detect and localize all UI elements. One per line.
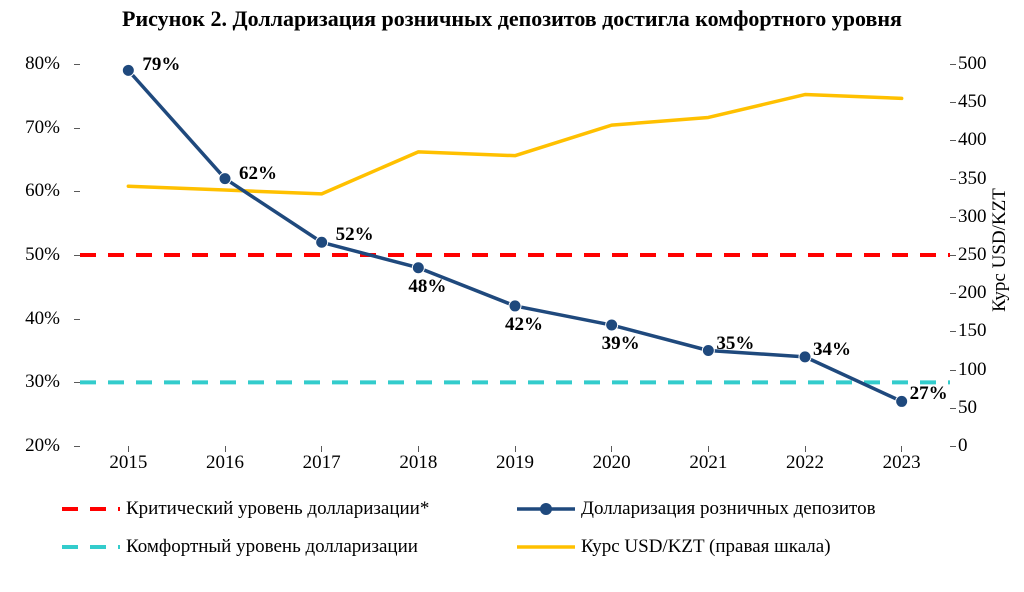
y2-axis-label: 150 [958, 320, 1008, 342]
y2-axis-label: 100 [958, 359, 1008, 381]
x-axis-label: 2016 [195, 452, 255, 474]
legend-mark [517, 499, 575, 519]
dollarization-marker [219, 173, 231, 185]
legend-text: Долларизация розничных депозитов [581, 498, 876, 520]
data-label: 48% [408, 276, 446, 298]
y1-axis-label: 50% [0, 244, 60, 266]
y2-axis-label: 350 [958, 168, 1008, 190]
y2-axis-label: 200 [958, 282, 1008, 304]
legend-text: Курс USD/KZT (правая шкала) [581, 536, 831, 558]
legend-item-usdkzt: Курс USD/KZT (правая шкала) [517, 528, 972, 566]
y1-axis-label: 70% [0, 117, 60, 139]
dollarization-marker [122, 64, 134, 76]
x-axis-label: 2017 [292, 452, 352, 474]
y1-axis-label: 40% [0, 308, 60, 330]
y1-tick [74, 64, 80, 65]
data-label: 52% [336, 224, 374, 246]
legend-mark-svg [517, 499, 575, 519]
y2-tick [950, 255, 956, 256]
x-axis-label: 2019 [485, 452, 545, 474]
y2-tick [950, 370, 956, 371]
y1-tick [74, 446, 80, 447]
chart-figure: Рисунок 2. Долларизация розничных депози… [0, 0, 1024, 592]
y2-tick [950, 408, 956, 409]
y2-tick [950, 331, 956, 332]
legend-mark-svg [62, 499, 120, 519]
dollarization-marker [896, 395, 908, 407]
dollarization-line [128, 70, 901, 401]
data-label: 34% [813, 339, 851, 361]
x-axis-label: 2022 [775, 452, 835, 474]
y1-tick [74, 382, 80, 383]
legend-item-critical: Критический уровень долларизации* [62, 490, 517, 528]
y2-tick [950, 446, 956, 447]
dollarization-marker [606, 319, 618, 331]
y1-axis-label: 30% [0, 371, 60, 393]
y2-tick [950, 293, 956, 294]
y2-axis-label: 300 [958, 206, 1008, 228]
legend-mark-svg [62, 537, 120, 557]
x-axis-label: 2018 [388, 452, 448, 474]
legend-mark-svg [517, 537, 575, 557]
x-axis-label: 2023 [872, 452, 932, 474]
plot-area [80, 64, 950, 446]
y2-tick [950, 64, 956, 65]
data-label: 35% [716, 333, 754, 355]
y2-tick [950, 140, 956, 141]
dollarization-marker [412, 262, 424, 274]
dollarization-marker [509, 300, 521, 312]
dollarization-marker [316, 236, 328, 248]
legend-item-dollarization: Долларизация розничных депозитов [517, 490, 972, 528]
dollarization-marker [799, 351, 811, 363]
data-label: 39% [602, 333, 640, 355]
y2-axis-label: 50 [958, 397, 1008, 419]
data-label: 79% [142, 54, 180, 76]
data-label: 42% [505, 314, 543, 336]
y2-axis-label: 400 [958, 129, 1008, 151]
data-label: 62% [239, 163, 277, 185]
dollarization-marker [702, 345, 714, 357]
legend-mark [62, 499, 120, 519]
legend-mark [62, 537, 120, 557]
x-axis-label: 2021 [678, 452, 738, 474]
y1-axis-label: 20% [0, 435, 60, 457]
x-axis-label: 2015 [98, 452, 158, 474]
y2-axis-label: 250 [958, 244, 1008, 266]
chart-title: Рисунок 2. Долларизация розничных депози… [0, 6, 1024, 32]
legend-mark [517, 537, 575, 557]
y2-axis-label: 450 [958, 91, 1008, 113]
y2-tick [950, 179, 956, 180]
y2-tick [950, 217, 956, 218]
y1-axis-label: 80% [0, 53, 60, 75]
legend-item-comfortable: Комфортный уровень долларизации [62, 528, 517, 566]
y2-axis-label: 0 [958, 435, 1008, 457]
y1-tick [74, 319, 80, 320]
legend-text: Критический уровень долларизации* [126, 498, 429, 520]
y1-tick [74, 191, 80, 192]
y1-tick [74, 128, 80, 129]
x-axis-label: 2020 [582, 452, 642, 474]
data-label: 27% [910, 383, 948, 405]
legend: Критический уровень долларизации* Доллари… [62, 490, 972, 566]
y1-axis-label: 60% [0, 180, 60, 202]
y2-axis-label: 500 [958, 53, 1008, 75]
y2-tick [950, 102, 956, 103]
y1-tick [74, 255, 80, 256]
legend-text: Комфортный уровень долларизации [126, 536, 418, 558]
chart-svg [80, 64, 950, 446]
